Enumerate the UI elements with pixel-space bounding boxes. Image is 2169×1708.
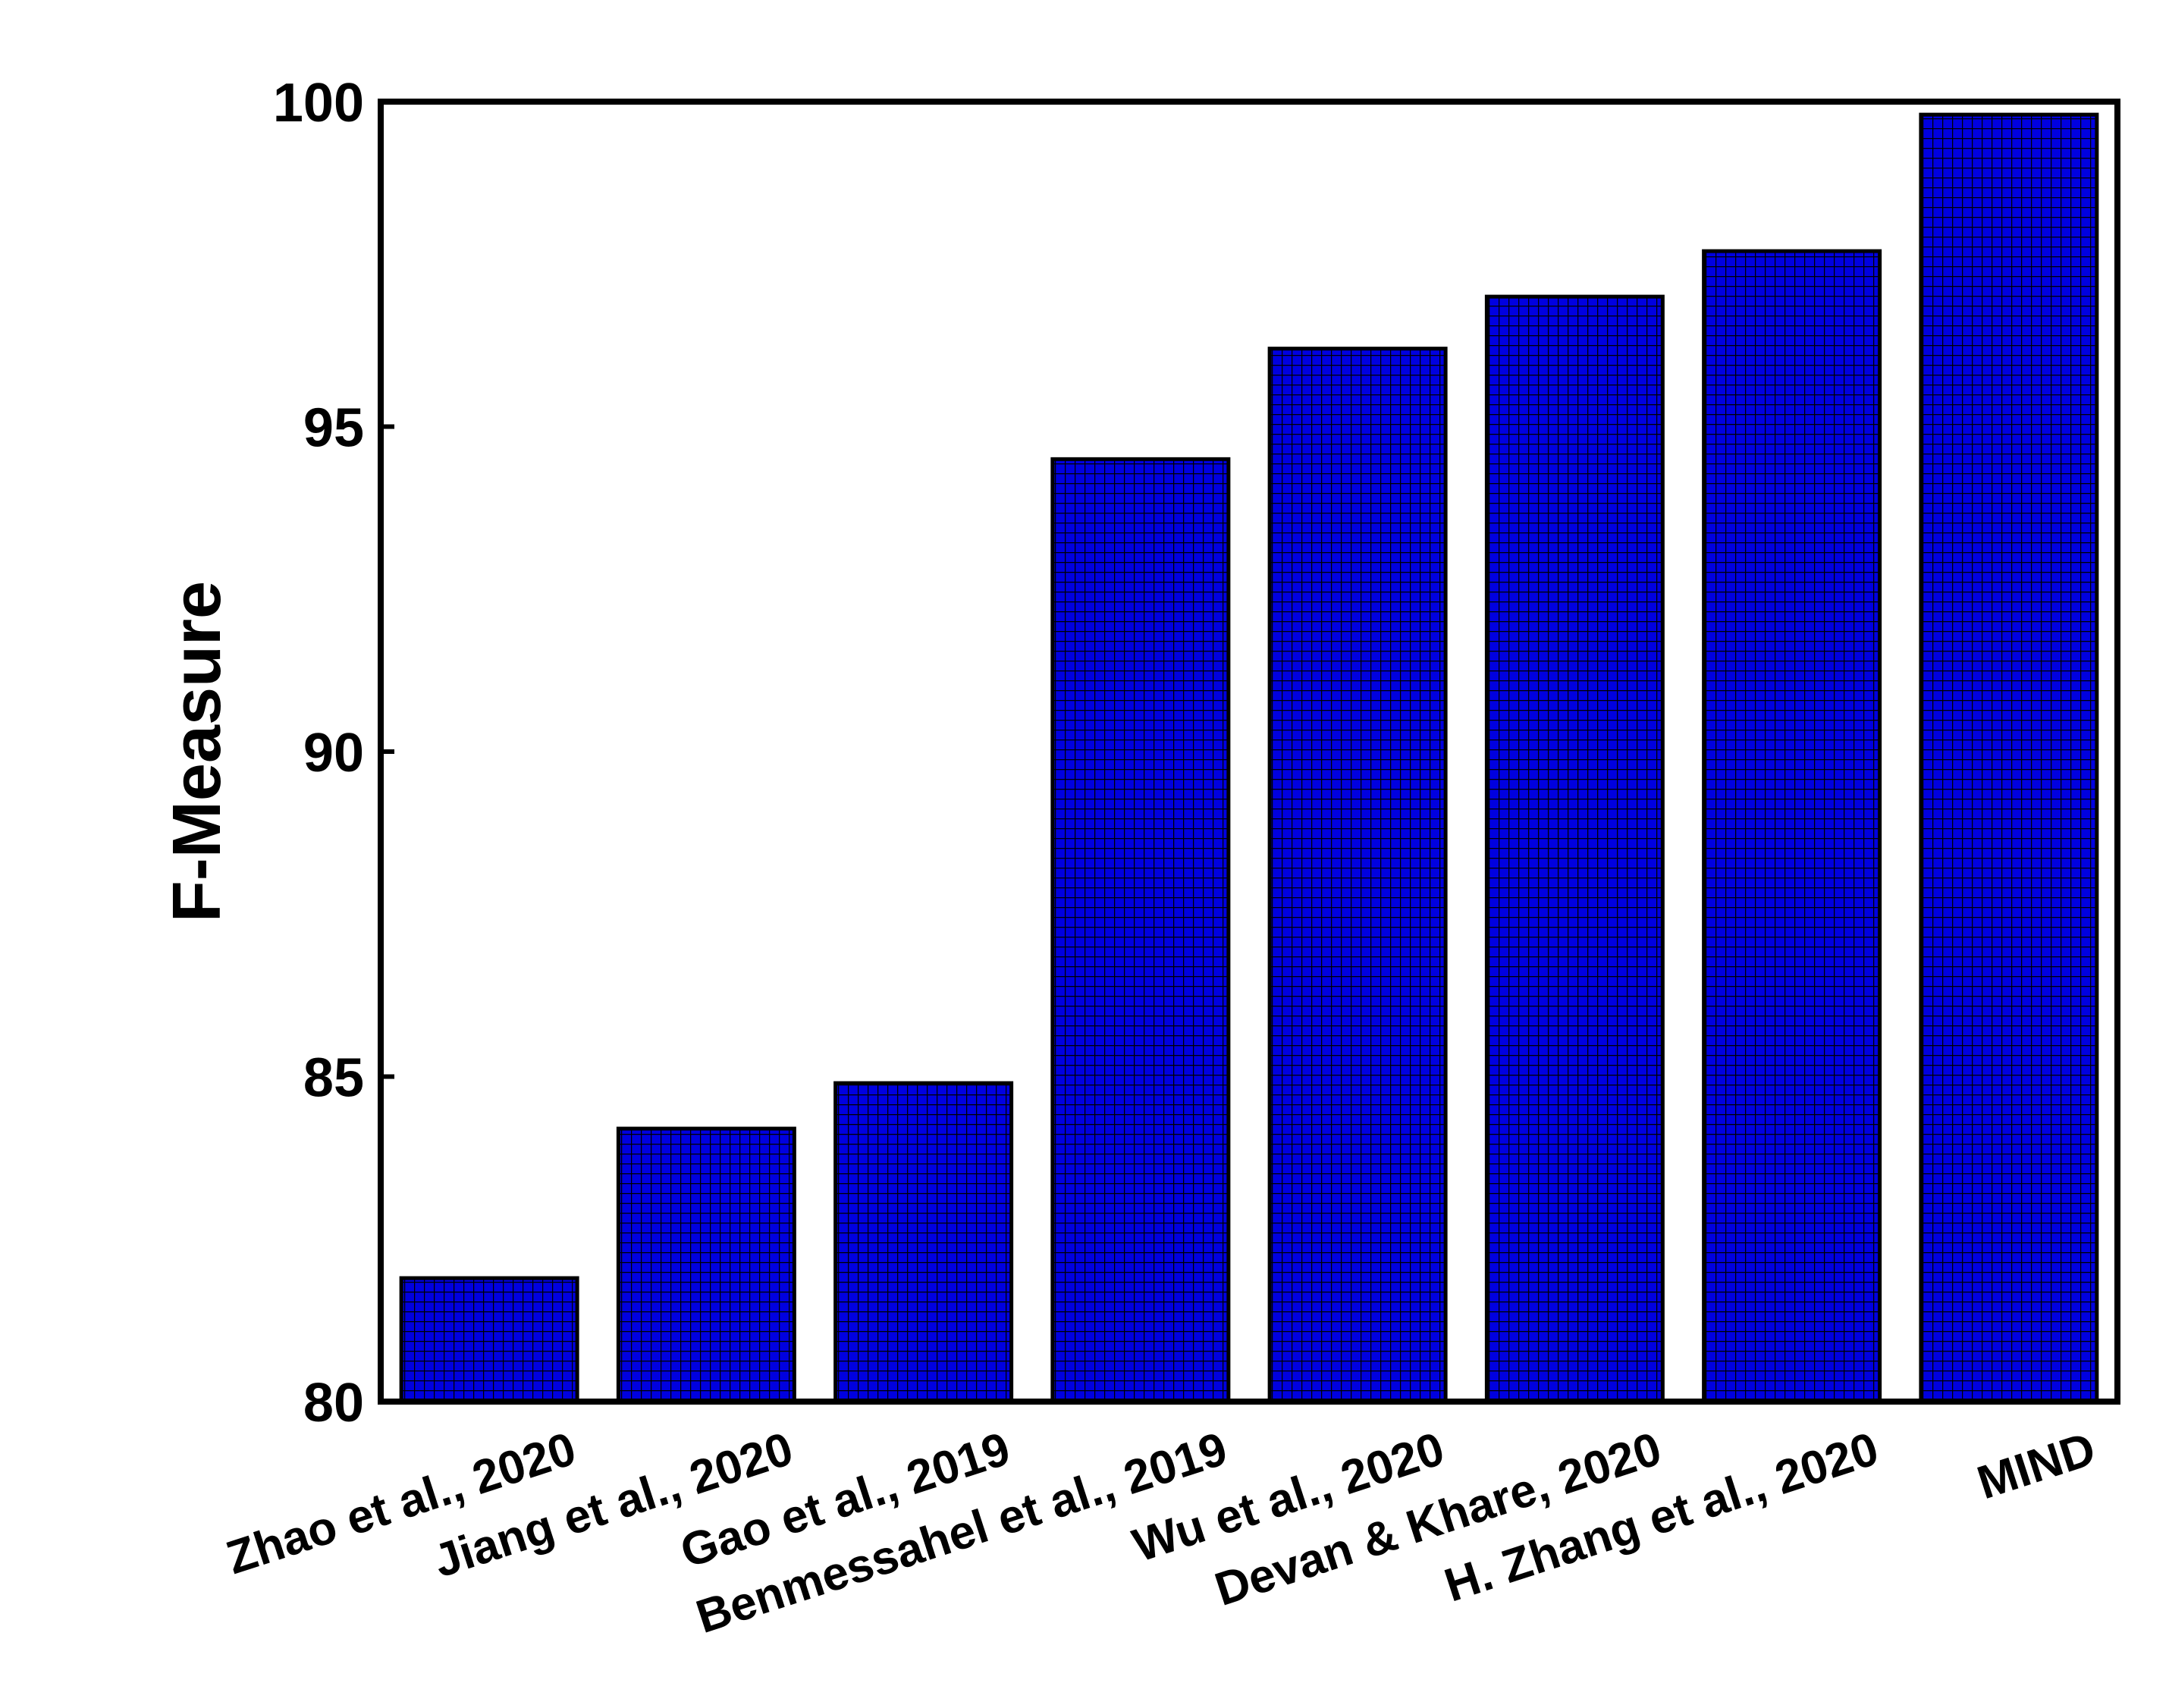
bar	[1484, 294, 1665, 1404]
y-tick-label: 80	[303, 1373, 364, 1433]
bar	[616, 1126, 796, 1404]
y-tick-label: 85	[303, 1048, 364, 1109]
bars-layer	[399, 112, 2099, 1404]
y-tick-label: 100	[273, 73, 364, 133]
bar	[833, 1081, 1014, 1404]
y-axis-title: F-Measure	[159, 581, 235, 922]
y-tick-label: 90	[303, 723, 364, 783]
y-axis: 80 85 90 95 100	[273, 73, 394, 1433]
bar	[399, 1276, 579, 1404]
x-tick-label: MIND	[1971, 1423, 2102, 1510]
bar	[1050, 457, 1231, 1404]
y-tick-label: 95	[303, 398, 364, 459]
bar	[1702, 249, 1882, 1404]
bar	[1267, 347, 1448, 1404]
bar	[1919, 112, 2099, 1404]
